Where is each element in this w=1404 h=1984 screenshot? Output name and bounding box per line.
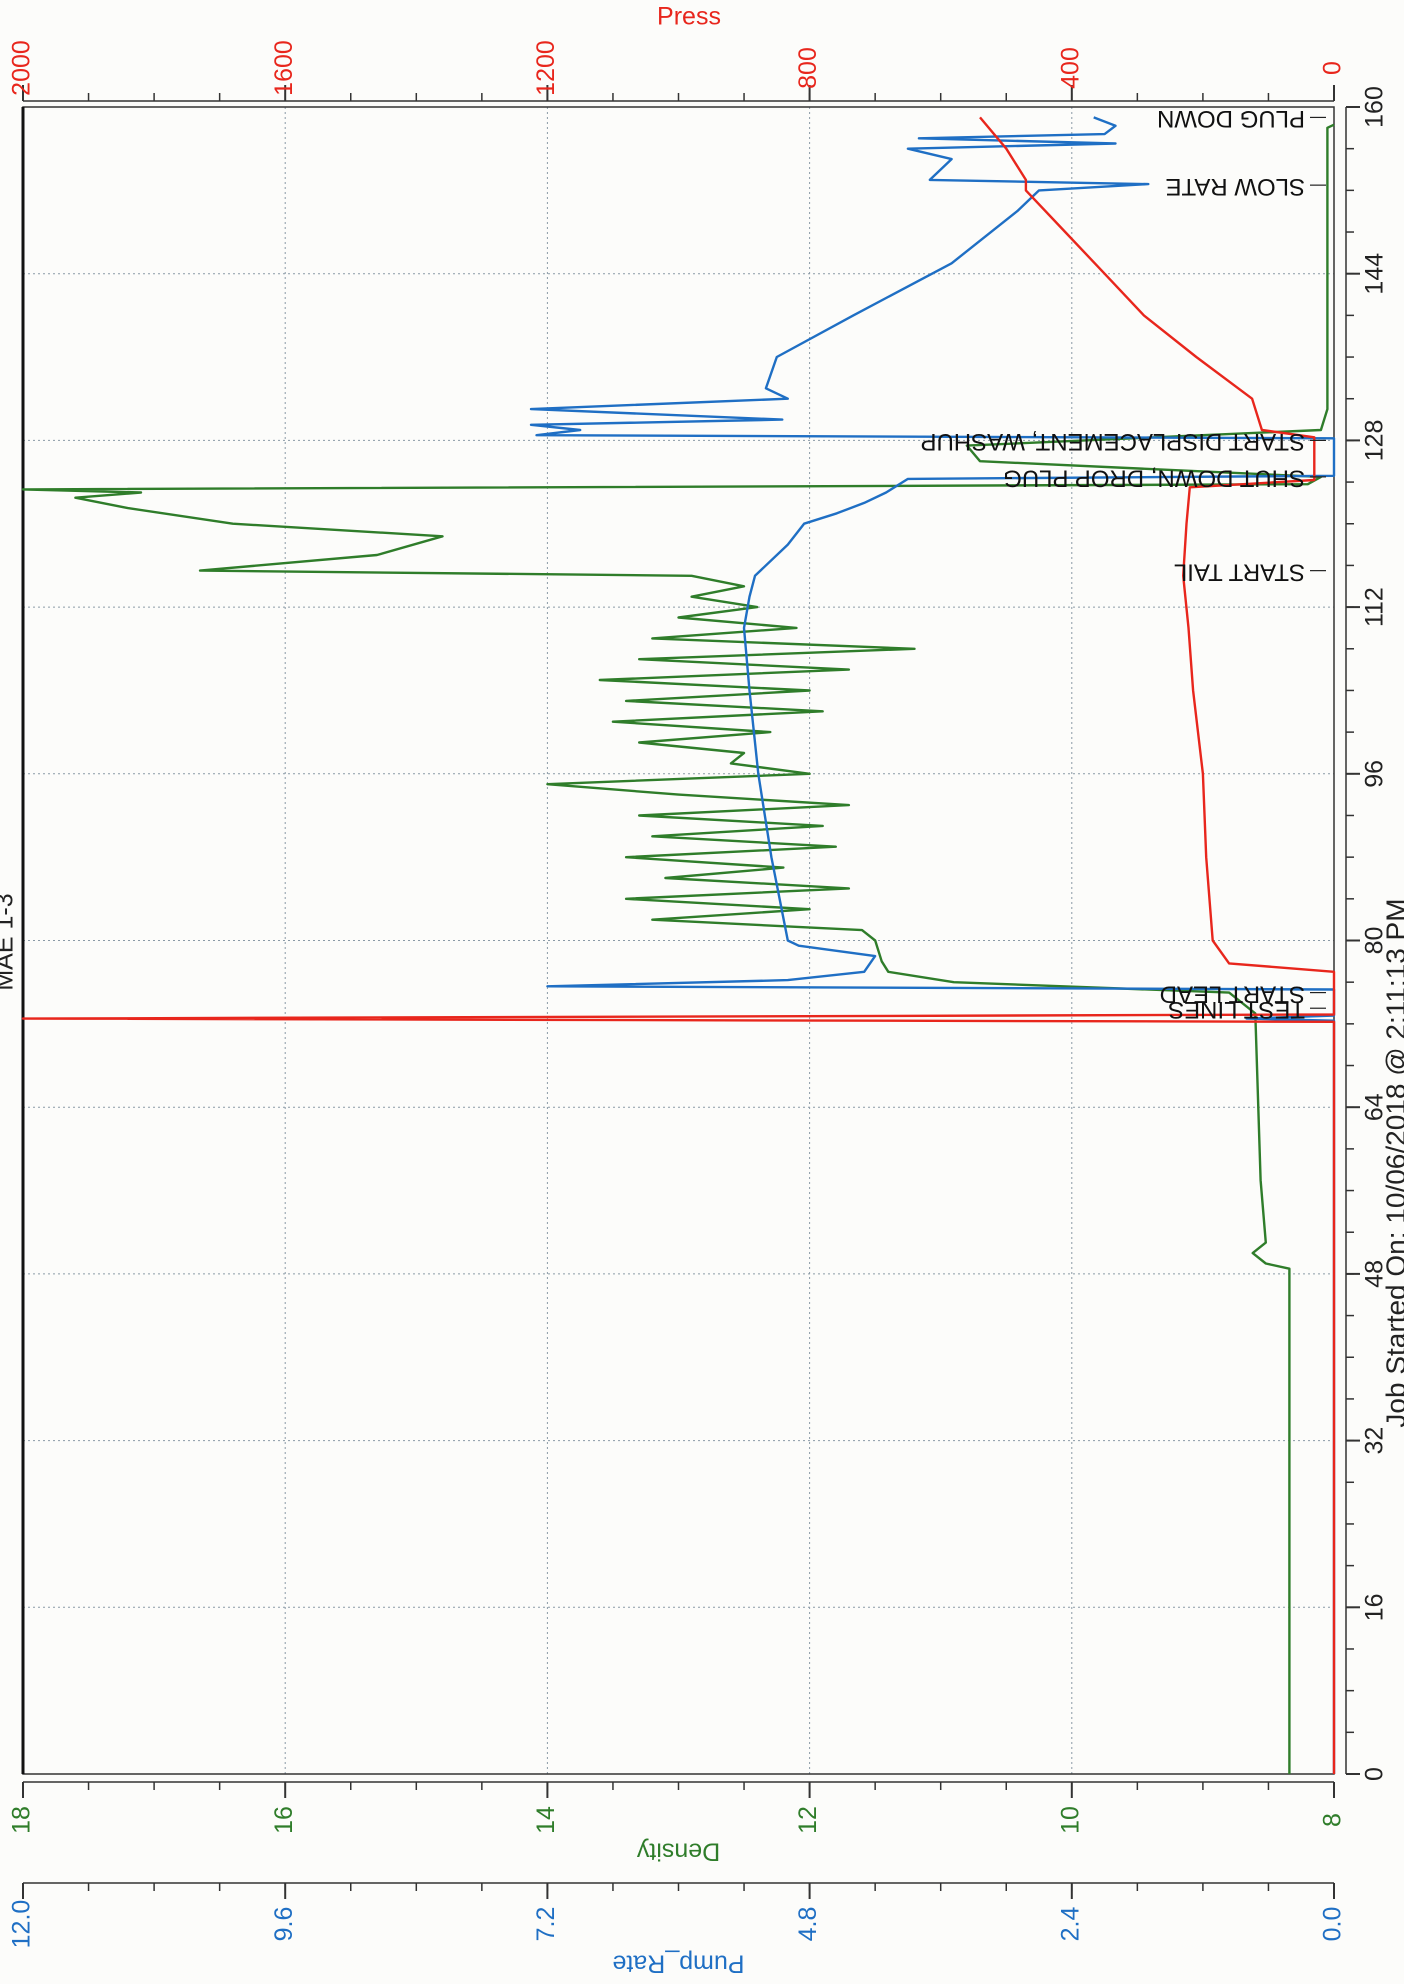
annotation: SHUT DOWN, DROP PLUG	[1003, 465, 1305, 492]
x-tick-label: 160	[1361, 86, 1389, 128]
annotation: START TAIL	[1174, 558, 1305, 585]
x-tick-label: 144	[1361, 253, 1389, 295]
value-tick-label: 12	[794, 1806, 822, 1834]
x-tick-label: 96	[1361, 760, 1389, 788]
chart-title: MAE 1-3	[0, 893, 19, 990]
value-tick-label: 1600	[270, 40, 298, 96]
x-tick-label: 128	[1361, 420, 1389, 462]
annotation: START LEAD	[1160, 980, 1305, 1007]
x-tick-label: 16	[1361, 1593, 1389, 1621]
x-tick-label: 64	[1361, 1093, 1389, 1121]
x-tick-label: 48	[1361, 1260, 1389, 1288]
value-tick-label: 0	[1319, 61, 1347, 75]
value-tick-label: 8	[1319, 1813, 1347, 1827]
series-line	[21, 123, 1335, 1774]
value-tick-label: 7.2	[532, 1907, 560, 1942]
value-tick-label: 12.0	[8, 1900, 36, 1949]
value-tick-label: 2000	[8, 40, 36, 96]
value-tick-label: 14	[532, 1806, 560, 1834]
value-tick-label: 16	[270, 1806, 298, 1834]
series-line	[529, 116, 1336, 1774]
x-tick-label: 32	[1361, 1427, 1389, 1455]
value-axis-title: Press	[657, 3, 721, 31]
value-tick-label: 0.0	[1319, 1907, 1347, 1942]
value-axis-title: Pump_Rate	[612, 1949, 744, 1977]
annotation: PLUG DOWN	[1157, 105, 1305, 132]
x-tick-label: 112	[1361, 587, 1389, 627]
value-tick-label: 4.8	[794, 1907, 822, 1942]
annotation: TEST LINES	[1168, 996, 1305, 1023]
value-tick-label: 400	[1056, 47, 1084, 89]
value-axis-title: Density	[636, 1837, 720, 1865]
value-tick-label: 800	[794, 47, 822, 89]
value-tick-label: 10	[1056, 1806, 1084, 1834]
annotation: SLOW RATE	[1165, 173, 1305, 200]
x-tick-label: 0	[1361, 1767, 1389, 1781]
x-tick-label: 80	[1361, 927, 1389, 955]
value-tick-label: 2.4	[1056, 1907, 1084, 1942]
value-tick-label: 9.6	[270, 1907, 298, 1942]
value-tick-label: 18	[8, 1806, 36, 1834]
x-axis-title: Job Started On: 10/06/2018 @ 2:11:13 PM	[1380, 898, 1404, 1427]
value-tick-label: 1200	[532, 40, 560, 96]
annotation: START DISPLACEMENT, WASHUP	[920, 428, 1305, 455]
series-line	[21, 116, 1336, 1774]
